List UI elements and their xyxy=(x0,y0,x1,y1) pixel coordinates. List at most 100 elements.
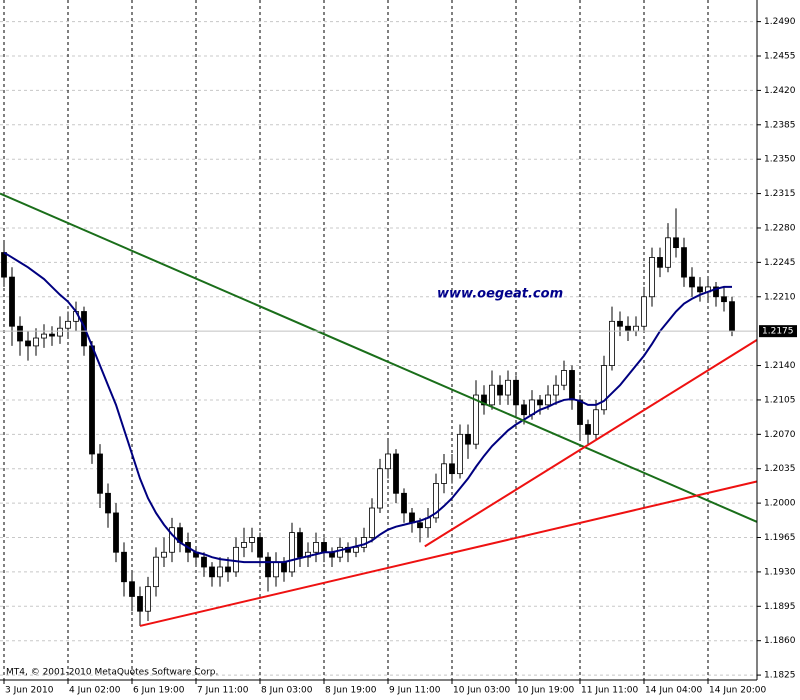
candle-body xyxy=(505,379,511,396)
candle-body xyxy=(1,252,7,278)
candle-body xyxy=(649,257,655,298)
candle-body xyxy=(449,463,455,475)
candle-body xyxy=(41,333,47,339)
candle-body xyxy=(25,340,31,347)
candle-body xyxy=(713,286,719,298)
candle-body xyxy=(129,581,135,597)
candle-body xyxy=(113,512,119,553)
candle-body xyxy=(201,556,207,568)
candle-body xyxy=(409,512,415,524)
candle-body xyxy=(9,276,15,327)
x-tick-label: 14 Jun 04:00 xyxy=(645,686,702,696)
candle-body xyxy=(673,237,679,249)
candle-body xyxy=(289,532,295,573)
candle-body xyxy=(337,546,343,558)
candle-body xyxy=(457,433,463,475)
candle-body xyxy=(641,296,647,327)
moving-average xyxy=(3,251,732,564)
candle-body xyxy=(353,546,359,553)
candle-body xyxy=(49,333,55,337)
x-tick-label: 9 Jun 11:00 xyxy=(389,686,441,696)
candle-body xyxy=(617,320,623,327)
candle-body xyxy=(681,247,687,278)
y-tick-label: 1.2490 xyxy=(764,17,796,27)
candle-body xyxy=(17,325,23,342)
candle-body xyxy=(577,399,583,425)
trendline xyxy=(0,192,758,523)
candle-body xyxy=(561,370,567,386)
candle-body xyxy=(313,542,319,553)
candle-body xyxy=(257,537,263,558)
candle-body xyxy=(369,507,375,538)
candle-body xyxy=(385,453,391,470)
candle-body xyxy=(97,453,103,494)
y-tick-label: 1.2035 xyxy=(764,464,796,474)
candle-body xyxy=(609,320,615,366)
x-tick-label: 7 Jun 11:00 xyxy=(197,686,249,696)
candle-body xyxy=(145,586,151,612)
candle-body xyxy=(633,325,639,332)
candle-body xyxy=(465,433,471,445)
last-price-label: 1.2175 xyxy=(762,327,794,337)
candle-body xyxy=(513,379,519,406)
candle-body xyxy=(689,276,695,288)
x-tick-label: 14 Jun 20:00 xyxy=(709,686,766,696)
y-tick-label: 1.2420 xyxy=(764,86,796,96)
y-tick-label: 1.2140 xyxy=(764,361,796,371)
candle-body xyxy=(297,532,303,558)
candle-body xyxy=(481,394,487,406)
y-tick-label: 1.2385 xyxy=(764,120,796,130)
candle-body xyxy=(137,596,143,612)
candle-body xyxy=(601,365,607,411)
candle-body xyxy=(65,320,71,329)
candle-body xyxy=(417,522,423,529)
candle-body xyxy=(89,345,95,455)
y-tick-label: 1.1895 xyxy=(764,602,796,612)
x-tick-label: 10 Jun 03:00 xyxy=(453,686,510,696)
candle-body xyxy=(273,561,279,578)
y-tick-label: 1.1965 xyxy=(764,533,796,543)
candle-body xyxy=(401,492,407,514)
candle-body xyxy=(657,257,663,268)
candle-body xyxy=(57,327,63,337)
candle-body xyxy=(393,453,399,494)
x-tick-label: 10 Jun 19:00 xyxy=(517,686,574,696)
y-tick-label: 1.2245 xyxy=(764,258,796,268)
candle-body xyxy=(545,394,551,406)
trendline xyxy=(424,339,758,548)
candle-body xyxy=(249,537,255,543)
x-tick-label: 8 Jun 19:00 xyxy=(325,686,377,696)
candle-body xyxy=(161,551,167,558)
y-tick-label: 1.1860 xyxy=(764,636,796,646)
copyright: MT4, © 2001-2010 MetaQuotes Software Cor… xyxy=(6,668,218,678)
last-price-box xyxy=(759,325,797,338)
candle-body xyxy=(169,527,175,553)
y-tick-label: 1.2105 xyxy=(764,395,796,405)
candle-body xyxy=(497,384,503,396)
candle-body xyxy=(321,542,327,553)
candle-body xyxy=(281,561,287,573)
watermark: www.oegeat.com xyxy=(437,287,563,302)
y-tick-label: 1.1930 xyxy=(764,567,796,577)
candle-body xyxy=(473,394,479,445)
y-tick-label: 1.2455 xyxy=(764,52,796,62)
y-tick-label: 1.2210 xyxy=(764,292,796,302)
candle-body xyxy=(553,384,559,396)
y-tick-label: 1.2280 xyxy=(764,223,796,233)
trendline xyxy=(139,480,758,627)
candle-body xyxy=(697,286,703,293)
x-tick-label: 11 Jun 11:00 xyxy=(581,686,638,696)
candle-body xyxy=(121,551,127,583)
candle-body xyxy=(729,301,735,332)
candle-body xyxy=(433,483,439,519)
candle-body xyxy=(233,546,239,573)
y-tick-label: 1.1825 xyxy=(764,671,796,681)
y-tick-label: 1.2070 xyxy=(764,430,796,440)
candle-body xyxy=(665,237,671,268)
x-tick-label: 8 Jun 03:00 xyxy=(261,686,313,696)
candle-body xyxy=(377,468,383,509)
candle-body xyxy=(33,337,39,347)
candle-body xyxy=(593,409,599,435)
